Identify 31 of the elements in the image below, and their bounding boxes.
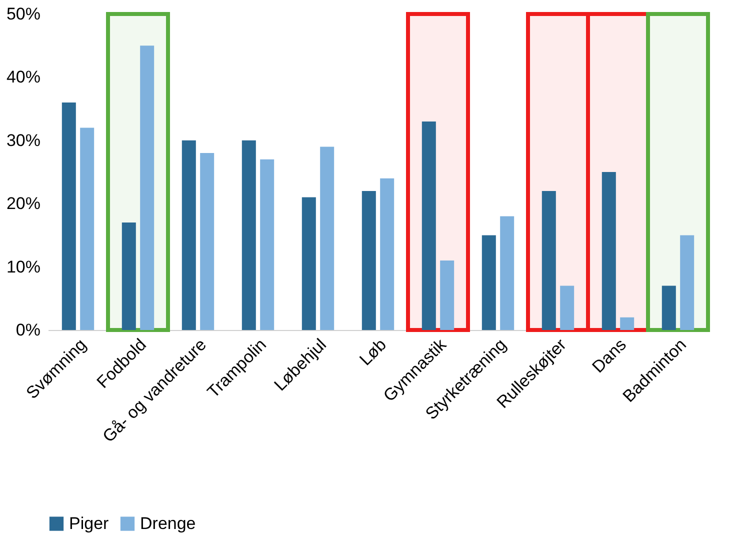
bar [542,190,556,330]
bar [122,222,136,330]
x-tick-label: Løb [356,335,390,370]
bar [80,128,94,330]
bar [182,140,196,330]
bar [380,178,394,330]
bar [620,317,634,330]
bar [422,121,436,330]
y-tick-label: 40% [6,68,40,87]
bar [260,159,274,330]
y-tick-label: 20% [6,194,40,214]
bar [680,235,694,330]
bar [602,172,616,330]
bar [140,46,154,330]
bar [242,140,256,330]
bar [200,153,214,330]
legend-label: Drenge [140,514,196,533]
bar [662,286,676,330]
y-tick-label: 50% [6,4,40,24]
bar [500,216,514,330]
bar [320,146,334,330]
bar [560,286,574,330]
bar [302,197,316,330]
bar [362,190,376,330]
bar [482,235,496,330]
legend-label: Piger [69,514,110,533]
y-tick-label: 0% [16,320,40,340]
y-tick-label: 30% [6,130,40,150]
y-tick-label: 10% [6,257,40,276]
bar [440,260,454,330]
bar [62,102,76,330]
